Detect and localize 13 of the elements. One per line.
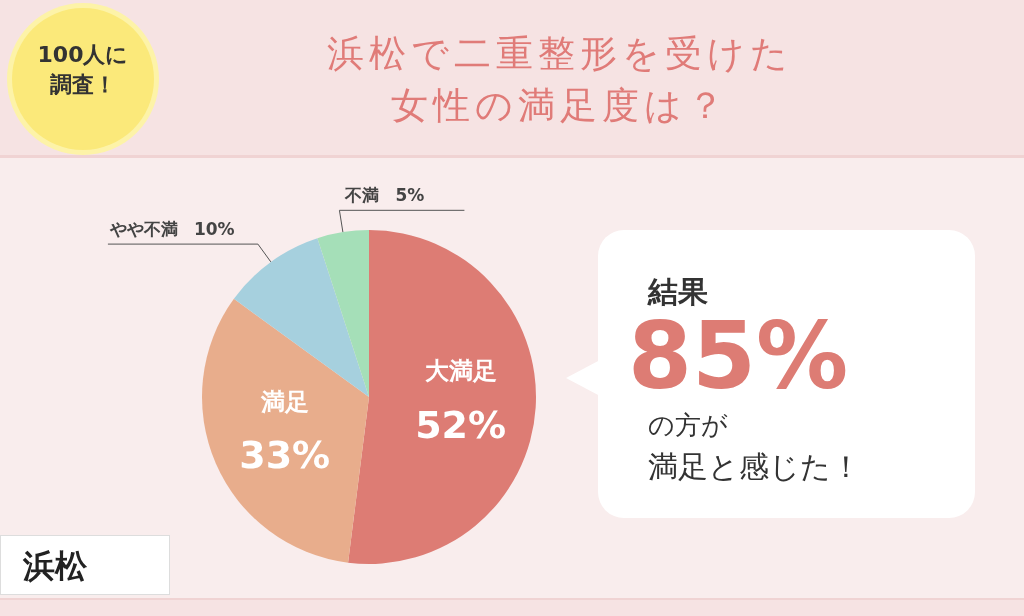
slice-label: 大満足 bbox=[424, 357, 497, 385]
data-label: 10% bbox=[193, 219, 235, 240]
slice-label: 不満 bbox=[344, 185, 380, 206]
slice-label: 満足 bbox=[259, 387, 309, 416]
data-label: 5% bbox=[395, 185, 425, 206]
text: 100人に調査！ bbox=[36, 41, 130, 99]
text: 満足と感じた！ bbox=[648, 448, 861, 486]
text: 浜松 bbox=[0, 535, 170, 595]
chart-title: 浜松で二重整形を受けた女性の満足度は？ bbox=[326, 31, 794, 129]
data-label: 33% bbox=[239, 433, 331, 478]
slice-label: やや不満 bbox=[108, 219, 178, 240]
text: の方が bbox=[648, 409, 728, 442]
data-label: 52% bbox=[415, 402, 507, 447]
